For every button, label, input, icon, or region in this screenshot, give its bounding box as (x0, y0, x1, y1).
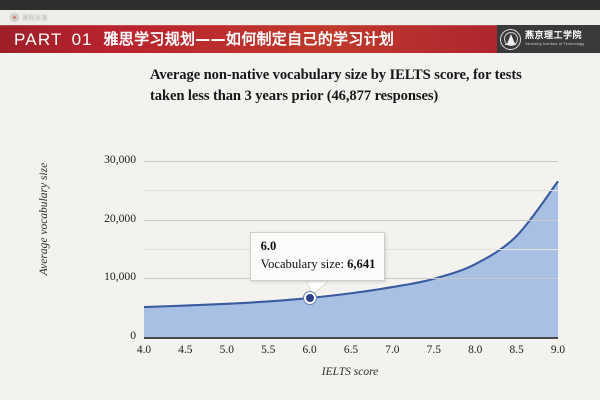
banner-title-text: 雅思学习规划——如何制定自己的学习计划 (103, 29, 395, 48)
x-tick-label: 6.0 (302, 344, 317, 356)
tooltip-header: 6.0 (260, 238, 277, 253)
banner-part-number: 01 (71, 29, 93, 49)
x-tick-label: 8.5 (509, 344, 524, 356)
tooltip-body: Vocabulary size: 6,641 (261, 256, 376, 273)
chart-title: Average non-native vocabulary size by IE… (150, 67, 522, 104)
x-tick-label: 4.0 (136, 344, 152, 356)
x-tick-label: 8.0 (468, 344, 483, 356)
gridline-25000 (144, 190, 558, 192)
university-name-en: Yanching Institute of Technology (525, 41, 585, 46)
area-fill-path (144, 181, 558, 337)
university-name-group: 燕京理工学院 Yanching Institute of Technology (525, 30, 585, 47)
watermark: 课程资源 (10, 13, 48, 22)
x-tick-label: 7.5 (426, 344, 441, 356)
gridline-30000 (144, 160, 558, 162)
watermark-label: 课程资源 (22, 16, 48, 22)
university-seal-icon (500, 28, 521, 50)
chart-tooltip: 6.0 Vocabulary size: 6,641 (249, 231, 386, 281)
y-tick-label: 0 (130, 329, 136, 342)
y-tick-label: 20,000 (104, 211, 136, 225)
chart-area-series (143, 180, 559, 337)
y-tick-label: 10,000 (104, 270, 136, 284)
window-top-strip (0, 0, 600, 10)
chart-figure: Average non-native vocabulary size by IE… (0, 53, 600, 400)
banner-title-group: PART 01 雅思学习规划——如何制定自己的学习计划 (14, 25, 394, 53)
tooltip-label-prefix: Vocabulary size: (260, 256, 348, 271)
watermark-dot-icon (10, 13, 19, 22)
data-point-marker[interactable] (303, 291, 316, 304)
watermark-bar (0, 10, 600, 25)
tooltip-label-value: 6,641 (347, 256, 376, 271)
university-logo: 燕京理工学院 Yanching Institute of Technology (497, 25, 596, 53)
x-tick-label: 6.5 (343, 344, 359, 356)
gridline-20000 (144, 219, 558, 221)
x-tick-label: 4.5 (178, 344, 193, 356)
seal-pagoda-shape (506, 34, 515, 44)
chart-x-axis-label: IELTS score (321, 366, 379, 378)
y-tick-label: 30,000 (104, 152, 136, 166)
chart-x-axis-line (144, 337, 558, 339)
university-name-cn: 燕京理工学院 (525, 30, 583, 41)
x-tick-label: 7.0 (385, 344, 400, 356)
x-tick-label: 5.0 (219, 344, 234, 356)
area-line-path (143, 180, 559, 309)
x-tick-label: 5.5 (261, 344, 276, 356)
banner-part-word: PART (14, 29, 63, 49)
x-tick-label: 9.0 (550, 344, 566, 356)
